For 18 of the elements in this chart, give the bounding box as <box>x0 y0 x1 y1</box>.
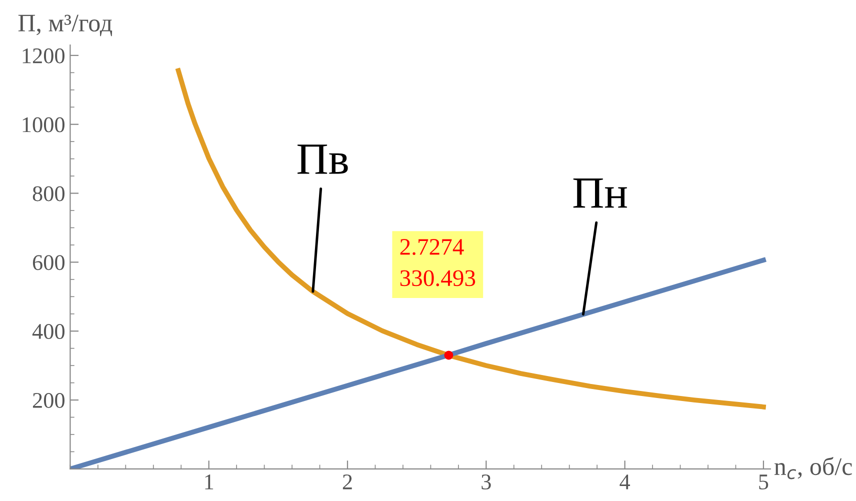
y-tick-label: 200 <box>32 392 64 408</box>
y-tick-label: 1200 <box>22 48 64 64</box>
annotation: 2.7274 330.493 <box>400 239 476 286</box>
text: Пн <box>573 178 627 208</box>
y-tick-label: 400 <box>32 324 64 340</box>
series-label: Пв <box>298 144 348 174</box>
line-series <box>70 258 766 469</box>
y-axis-title: П, м³/год <box>18 14 112 36</box>
x-tick-label: 5 <box>759 474 768 490</box>
x-tick-label: 1 <box>205 474 214 490</box>
x-tick-label: 4 <box>620 474 630 490</box>
x-axis-title: n$_{c}$, об/с <box>774 456 852 480</box>
x-tick-label: 2 <box>342 474 352 490</box>
y-tick-label: 1000 <box>22 117 64 132</box>
line-series <box>176 68 766 410</box>
x-tick-label: 3 <box>482 474 491 490</box>
y-tick-label: 800 <box>32 186 64 202</box>
y-tick-label: 600 <box>32 255 64 270</box>
